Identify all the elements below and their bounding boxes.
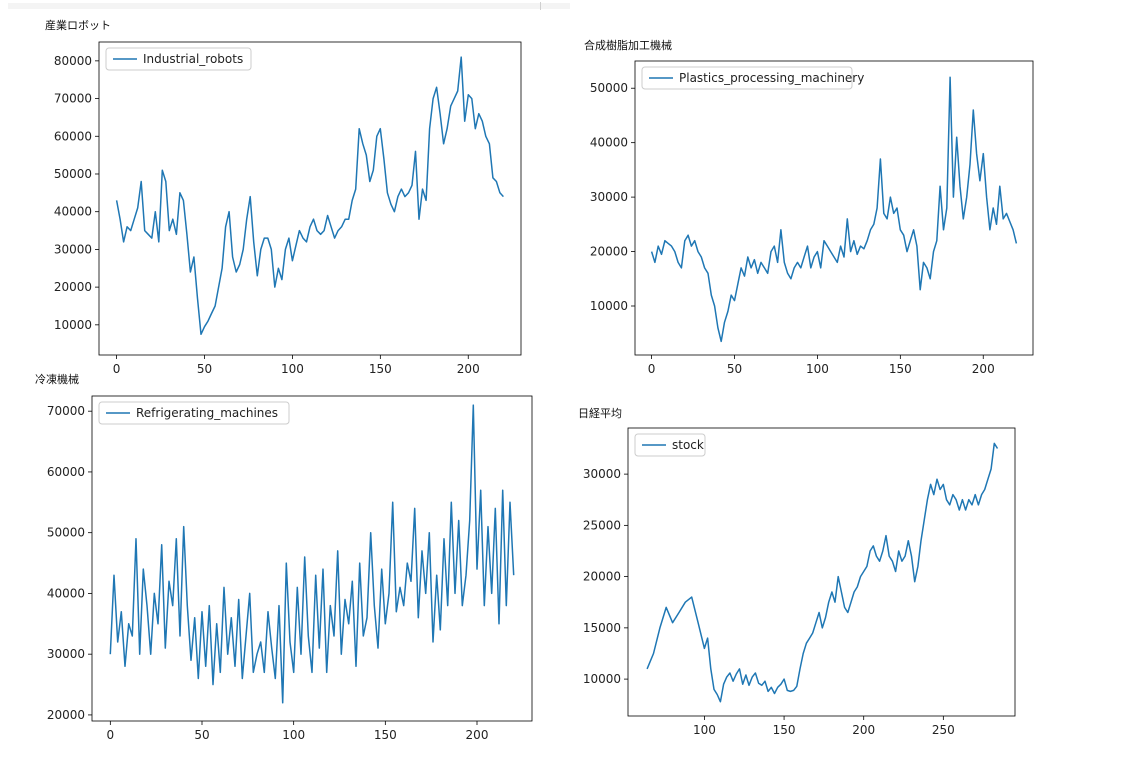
chart-0: 10000 20000 30000 40000 50000 60000 70000 80000… bbox=[54, 41, 522, 376]
legend-label: Industrial_robots bbox=[143, 52, 243, 66]
y-tick-label: 10000 bbox=[590, 299, 628, 313]
x-tick-label: 100 bbox=[806, 362, 829, 376]
legend-box bbox=[641, 66, 853, 90]
series-line bbox=[646, 442, 999, 703]
x-tick-label: 50 bbox=[194, 728, 209, 742]
x-tick-label: 150 bbox=[369, 362, 392, 376]
x-tick-label: 250 bbox=[932, 723, 955, 737]
y-tick-label: 50000 bbox=[47, 526, 85, 540]
y-tick-label: 70000 bbox=[47, 404, 85, 418]
chart-panel-refrigerating-machines: 冷凍機械 bbox=[0, 370, 570, 766]
legend-box bbox=[634, 433, 706, 457]
y-tick-label: 30000 bbox=[47, 647, 85, 661]
plot-frame bbox=[91, 395, 533, 722]
chart-title: 産業ロボット bbox=[45, 19, 111, 32]
x-tick-label: 200 bbox=[972, 362, 995, 376]
y-tick-label: 80000 bbox=[54, 54, 92, 68]
x-tick-label: 100 bbox=[693, 723, 716, 737]
chart-panel-plastics-machinery: 合成樹脂加工機械 bbox=[570, 0, 1138, 380]
series-line bbox=[115, 56, 504, 336]
y-tick-label: 15000 bbox=[583, 621, 621, 635]
y-tick-label: 70000 bbox=[54, 92, 92, 106]
chart-3: 10000 15000 20000 25000 30000 100 150 200 250 sto… bbox=[583, 427, 1016, 737]
y-tick-label: 30000 bbox=[590, 190, 628, 204]
plot-frame bbox=[634, 60, 1034, 356]
y-tick-label: 25000 bbox=[583, 518, 621, 532]
legend-label: stock bbox=[672, 438, 704, 452]
chart-panel-nikkei-stock: 日経平均 bbox=[570, 380, 1138, 766]
x-tick-label: 200 bbox=[466, 728, 489, 742]
chart-title: 冷凍機械 bbox=[35, 373, 79, 386]
y-tick-label: 50000 bbox=[590, 81, 628, 95]
chart-2: 20000 30000 40000 50000 60000 70000 0 50 100 150 2… bbox=[47, 395, 533, 742]
y-tick-label: 40000 bbox=[54, 205, 92, 219]
x-tick-label: 0 bbox=[107, 728, 115, 742]
y-tick-label: 20000 bbox=[590, 245, 628, 259]
y-tick-label: 30000 bbox=[54, 242, 92, 256]
chart-panel-industrial-robots: 産業ロボット bbox=[0, 0, 570, 380]
x-tick-label: 200 bbox=[457, 362, 480, 376]
legend-box bbox=[98, 401, 290, 425]
legend-label: Refrigerating_machines bbox=[136, 406, 278, 420]
legend-label: Plastics_processing_machinery bbox=[679, 71, 864, 85]
chart-1: 10000 20000 30000 40000 50000 0 50 100 150 200 Pla… bbox=[590, 60, 1034, 376]
x-tick-label: 150 bbox=[773, 723, 796, 737]
plot-frame bbox=[627, 427, 1016, 717]
x-tick-label: 0 bbox=[113, 362, 121, 376]
y-tick-label: 20000 bbox=[54, 280, 92, 294]
y-tick-label: 40000 bbox=[590, 136, 628, 150]
y-tick-label: 60000 bbox=[47, 465, 85, 479]
chart-title: 合成樹脂加工機械 bbox=[584, 39, 672, 52]
y-tick-label: 10000 bbox=[583, 672, 621, 686]
notebook-toolbar-strip bbox=[8, 3, 570, 9]
legend-box bbox=[105, 47, 252, 71]
plot-frame bbox=[98, 41, 522, 356]
x-tick-label: 0 bbox=[648, 362, 656, 376]
series-line bbox=[109, 404, 515, 704]
y-tick-label: 10000 bbox=[54, 318, 92, 332]
y-tick-label: 20000 bbox=[47, 708, 85, 722]
y-tick-label: 20000 bbox=[583, 570, 621, 584]
series-line bbox=[650, 76, 1018, 343]
y-tick-label: 50000 bbox=[54, 167, 92, 181]
chart-title: 日経平均 bbox=[578, 407, 622, 420]
x-tick-label: 100 bbox=[281, 362, 304, 376]
y-tick-label: 30000 bbox=[583, 467, 621, 481]
x-tick-label: 50 bbox=[197, 362, 212, 376]
y-tick-label: 40000 bbox=[47, 586, 85, 600]
y-tick-label: 60000 bbox=[54, 129, 92, 143]
x-tick-label: 150 bbox=[889, 362, 912, 376]
toolbar-divider bbox=[540, 2, 541, 10]
x-tick-label: 100 bbox=[282, 728, 305, 742]
x-tick-label: 50 bbox=[727, 362, 742, 376]
x-tick-label: 150 bbox=[374, 728, 397, 742]
x-tick-label: 200 bbox=[852, 723, 875, 737]
